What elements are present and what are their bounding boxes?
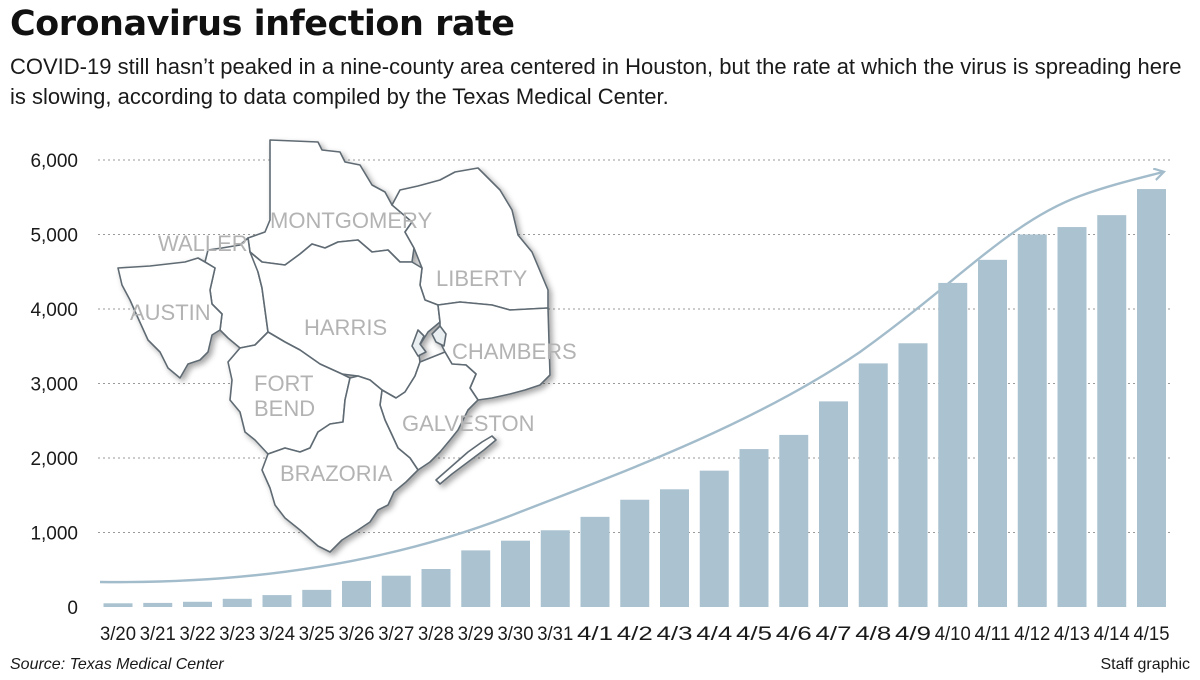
county-brazoria [261,375,419,553]
x-tick-label: 4/9 [895,624,931,645]
galveston-island [435,435,497,485]
x-tick-label: 4/4 [696,624,733,645]
y-tick-label: 2,000 [30,449,78,470]
x-tick-label: 4/10 [935,624,971,645]
y-axis-ticks: 0 1,000 2,000 3,000 4,000 5,000 6,000 [30,151,78,619]
bar [978,259,1007,607]
x-tick-label: 3/29 [458,624,494,645]
bar [222,598,252,607]
bar [699,470,729,607]
bar [819,401,848,607]
bar [540,530,570,607]
bar [1057,227,1087,608]
chart-title: Coronavirus infection rate [10,4,515,44]
bar [1137,189,1166,607]
bar [739,449,769,607]
x-tick-label: 4/3 [657,624,693,645]
bar [858,363,888,607]
x-tick-label: 3/21 [140,624,176,645]
bar [779,434,809,607]
trend-line [99,172,1163,584]
bar [143,602,173,607]
bar [938,282,968,607]
x-tick-label: 3/24 [259,624,295,645]
x-tick-label: 4/11 [975,624,1011,645]
x-tick-label: 4/14 [1094,624,1130,645]
county-label: MONTGOMERY [270,208,432,233]
x-tick-label: 3/22 [180,624,216,645]
bar [421,569,451,607]
x-tick-label: 4/1 [577,624,613,645]
x-tick-label: 4/6 [776,624,812,645]
bar [381,575,411,607]
x-tick-label: 4/15 [1134,624,1170,645]
x-tick-label: 3/20 [100,624,136,645]
x-tick-label: 4/12 [1014,624,1050,645]
x-tick-label: 3/28 [418,624,454,645]
county-label: FORT [254,371,313,396]
chart-subtitle: COVID-19 still hasn’t peaked in a nine-c… [10,54,1182,109]
y-tick-label: 5,000 [30,226,78,247]
bar [620,499,650,607]
y-tick-label: 0 [67,598,78,619]
y-tick-label: 6,000 [30,151,78,172]
x-tick-label: 4/13 [1054,624,1090,645]
x-tick-label: 4/8 [855,624,891,645]
county-label: CHAMBERS [452,339,577,364]
county-label: BRAZORIA [280,461,393,486]
county-label: AUSTIN [130,300,211,325]
bay-inlet [431,325,447,347]
bar [183,601,212,607]
bar [501,540,530,607]
bar [1017,234,1047,607]
county-label: HARRIS [304,315,387,340]
x-tick-label: 3/27 [378,624,414,645]
county-austin [117,257,223,379]
county-label: GALVESTON [402,411,534,436]
bay-inlet [411,329,427,357]
staff-credit: Staff graphic [1100,656,1190,673]
bar [103,603,133,607]
county-label: WALLER [158,231,248,256]
source-note: Source: Texas Medical Center [10,656,224,673]
bar [898,343,928,607]
bar [461,550,491,607]
x-tick-label: 3/26 [339,624,375,645]
county-label: BEND [254,396,315,421]
county-label: LIBERTY [436,266,528,291]
bar [262,595,292,607]
x-tick-label: 4/2 [617,624,653,645]
bar [302,589,332,607]
x-tick-label: 4/7 [816,624,852,645]
bar [660,489,689,607]
bar [342,580,371,607]
bar [580,516,610,607]
x-tick-label: 3/31 [537,624,573,645]
x-tick-label: 4/5 [736,624,772,645]
x-tick-label: 3/30 [498,624,534,645]
x-axis-ticks: 3/20 3/21 3/22 3/23 3/24 3/25 3/26 3/27 3/28 3/29… [100,624,1170,645]
y-tick-label: 1,000 [30,524,78,545]
x-tick-label: 3/25 [299,624,335,645]
bar-series [103,189,1166,608]
x-tick-label: 3/23 [219,624,255,645]
y-tick-label: 4,000 [30,300,78,321]
y-tick-label: 3,000 [30,375,78,396]
bar [1097,215,1127,607]
county-map: MONTGOMERY WALLER LIBERTY AUSTIN HARRIS CHAMB… [117,139,577,553]
